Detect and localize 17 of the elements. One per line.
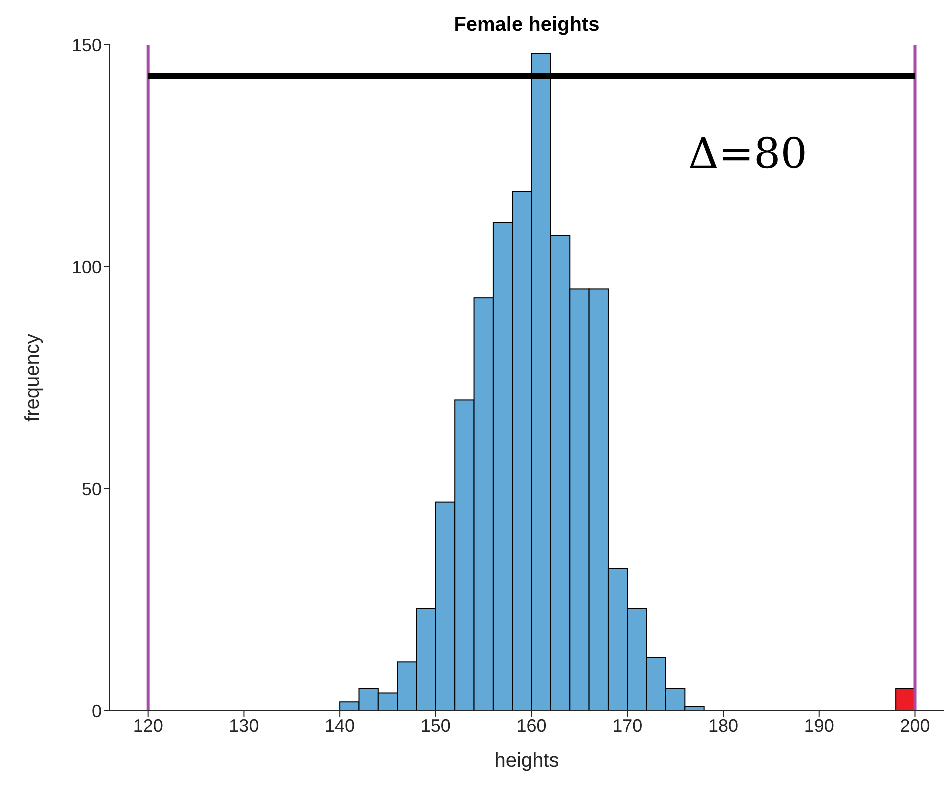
x-tick-label: 180 [708, 716, 739, 736]
annotation: Δ=80 [688, 129, 808, 178]
x-tick-label: 150 [420, 716, 451, 736]
y-tick-label: 100 [72, 257, 102, 278]
chart-title: Female heights [453, 14, 601, 37]
x-axis-title: heights [494, 750, 560, 772]
x-tick-label: 200 [900, 716, 930, 736]
x-tick-label: 170 [612, 716, 643, 736]
x-tick-label: 190 [804, 716, 834, 736]
y-tick-label: 0 [92, 701, 102, 722]
x-tick-label: 130 [229, 716, 260, 736]
y-tick-label: 50 [82, 479, 102, 500]
x-tick-label: 120 [133, 716, 164, 736]
y-axis-title: frequency [22, 334, 44, 422]
x-tick-label: 160 [516, 716, 547, 736]
y-tick-label: 150 [72, 35, 102, 56]
x-tick-label: 140 [325, 716, 356, 736]
